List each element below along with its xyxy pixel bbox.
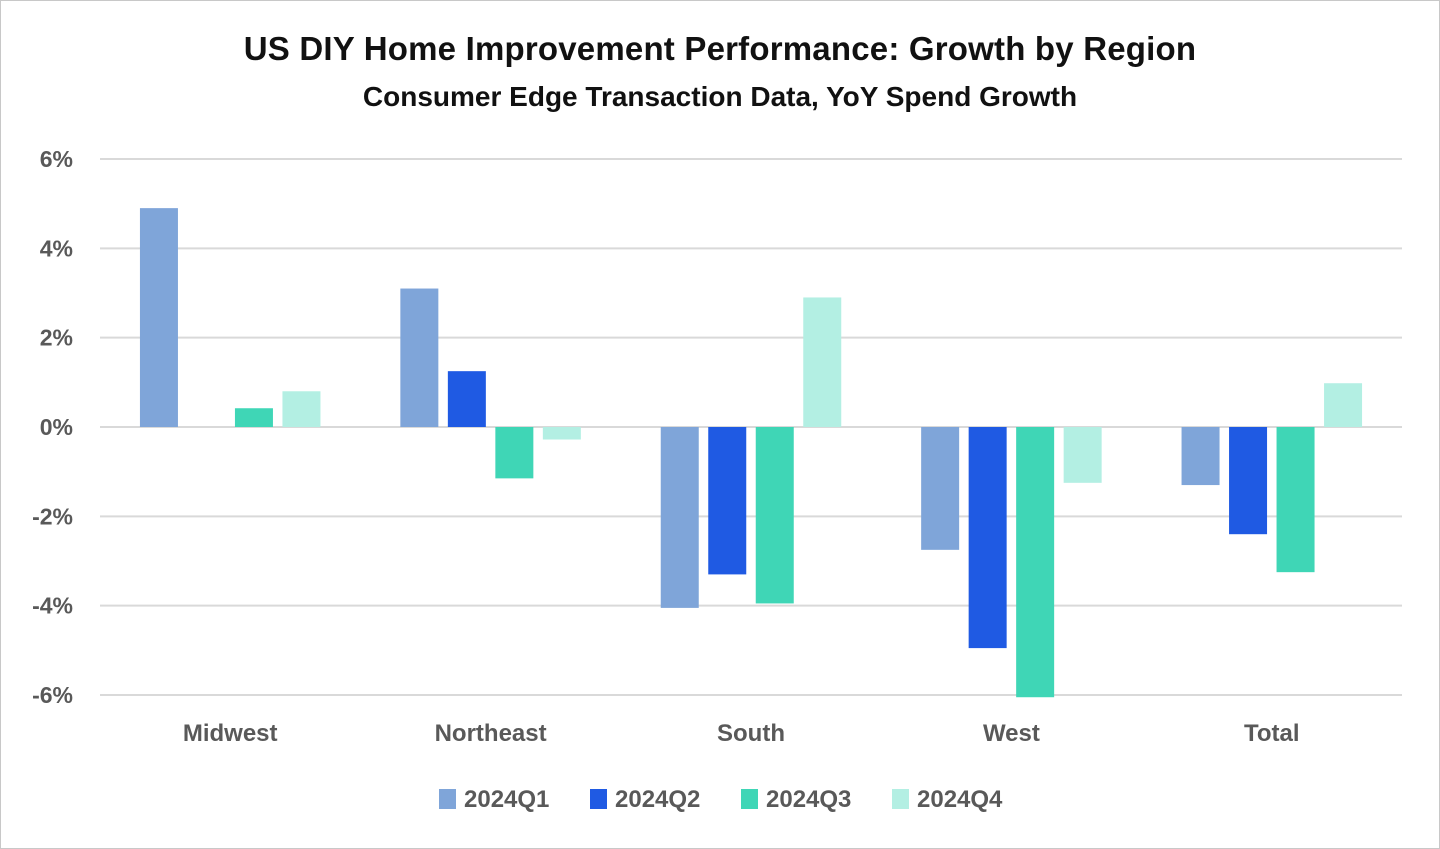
bar-west-2024q4 (1063, 427, 1102, 483)
legend: 2024Q1 2024Q2 2024Q3 2024Q4 (439, 786, 1003, 813)
legend-label: 2024Q2 (615, 786, 700, 813)
bar-midwest-2024q4 (282, 391, 321, 427)
bar-south-2024q4 (803, 297, 842, 427)
x-category-label: Total (1244, 720, 1300, 747)
bar-northeast-2024q4 (542, 427, 581, 440)
bar-total-2024q1 (1181, 427, 1220, 486)
x-category-label: South (717, 720, 785, 747)
x-category-label: Midwest (183, 720, 278, 747)
bars (139, 208, 1363, 698)
legend-swatch-2024q2 (590, 789, 607, 809)
bar-total-2024q3 (1276, 427, 1315, 573)
y-tick-label: 4% (40, 235, 73, 261)
y-tick-label: -6% (32, 682, 73, 708)
legend-swatch-2024q3 (741, 789, 758, 809)
bar-total-2024q2 (1229, 427, 1268, 535)
y-axis-ticks: 6% 4% 2% 0% -2% -4% -6% (32, 146, 73, 708)
x-axis-categories: Midwest Northeast South West Total (183, 720, 1300, 747)
chart-title: US DIY Home Improvement Performance: Gro… (243, 30, 1197, 67)
bar-northeast-2024q3 (495, 427, 534, 479)
bar-midwest-2024q3 (234, 408, 273, 427)
x-category-label: Northeast (435, 720, 547, 747)
legend-label: 2024Q1 (464, 786, 549, 813)
y-tick-label: 6% (40, 146, 73, 172)
bar-south-2024q2 (708, 427, 747, 575)
y-tick-label: 2% (40, 325, 73, 351)
bar-south-2024q3 (755, 427, 794, 604)
bar-west-2024q2 (968, 427, 1007, 649)
chart-subtitle: Consumer Edge Transaction Data, YoY Spen… (362, 81, 1078, 112)
bar-south-2024q1 (660, 427, 699, 608)
bar-northeast-2024q2 (447, 371, 486, 427)
x-category-label: West (983, 720, 1040, 747)
bar-west-2024q1 (921, 427, 960, 550)
y-tick-label: -4% (32, 593, 73, 619)
legend-label: 2024Q3 (766, 786, 851, 813)
y-tick-label: 0% (40, 414, 73, 440)
y-tick-label: -2% (32, 503, 73, 529)
legend-swatch-2024q4 (892, 789, 909, 809)
legend-label: 2024Q4 (917, 786, 1003, 813)
bar-total-2024q4 (1324, 383, 1363, 427)
bar-west-2024q3 (1016, 427, 1055, 698)
legend-swatch-2024q1 (439, 789, 456, 809)
bar-midwest-2024q1 (139, 208, 178, 427)
bar-northeast-2024q1 (400, 288, 439, 427)
